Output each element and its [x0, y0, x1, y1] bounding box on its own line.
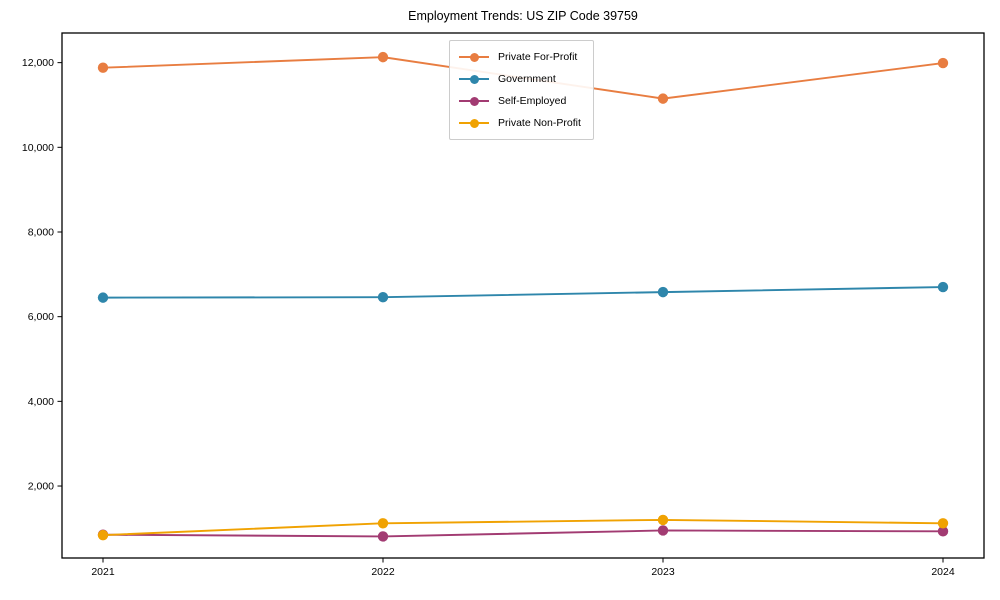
legend-marker-dot — [469, 74, 479, 84]
legend-line-marker — [459, 96, 489, 107]
legend-label: Self-Employed — [498, 95, 567, 107]
data-point — [377, 291, 389, 303]
legend-label: Private Non-Profit — [498, 117, 581, 129]
chart-title: Employment Trends: US ZIP Code 39759 — [408, 9, 638, 23]
legend-item: Self-Employed — [459, 90, 581, 112]
legend-line-marker — [459, 74, 489, 85]
legend-item: Government — [459, 68, 581, 90]
x-tick-label: 2024 — [931, 566, 955, 578]
x-tick-label: 2023 — [651, 566, 675, 578]
legend-label: Government — [498, 73, 556, 85]
legend-label: Private For-Profit — [498, 51, 578, 63]
legend-marker-dot — [469, 52, 479, 62]
legend-marker-dot — [469, 96, 479, 106]
x-tick-label: 2022 — [371, 566, 395, 578]
y-tick-label: 8,000 — [28, 226, 54, 238]
series-line — [102, 529, 944, 538]
data-point — [657, 286, 669, 298]
plot-frame — [61, 32, 985, 559]
y-tick-label: 12,000 — [22, 57, 54, 69]
y-tick-label: 2,000 — [28, 481, 54, 493]
data-point — [377, 51, 389, 63]
data-point — [937, 518, 949, 529]
legend-line-marker — [459, 118, 489, 129]
data-point — [937, 281, 949, 293]
legend-item: Private Non-Profit — [459, 112, 581, 134]
data-point — [97, 62, 109, 73]
legend-item: Private For-Profit — [459, 46, 581, 68]
data-point — [377, 531, 389, 542]
series-line — [102, 286, 944, 299]
y-tick-label: 10,000 — [22, 142, 54, 154]
data-point — [937, 526, 949, 537]
y-tick-label: 4,000 — [28, 396, 54, 408]
data-point — [657, 525, 669, 536]
legend: Private For-Profit Government Self-Employe… — [449, 40, 594, 140]
data-point — [97, 292, 109, 303]
data-point — [937, 57, 949, 69]
data-point — [97, 529, 109, 541]
x-tick-label: 2021 — [91, 566, 115, 578]
data-point — [657, 514, 669, 526]
legend-marker-dot — [469, 118, 479, 128]
y-tick-label: 6,000 — [28, 311, 54, 323]
data-point — [657, 93, 669, 104]
data-point — [377, 518, 389, 529]
legend-line-marker — [459, 52, 489, 63]
series-line — [102, 518, 944, 537]
